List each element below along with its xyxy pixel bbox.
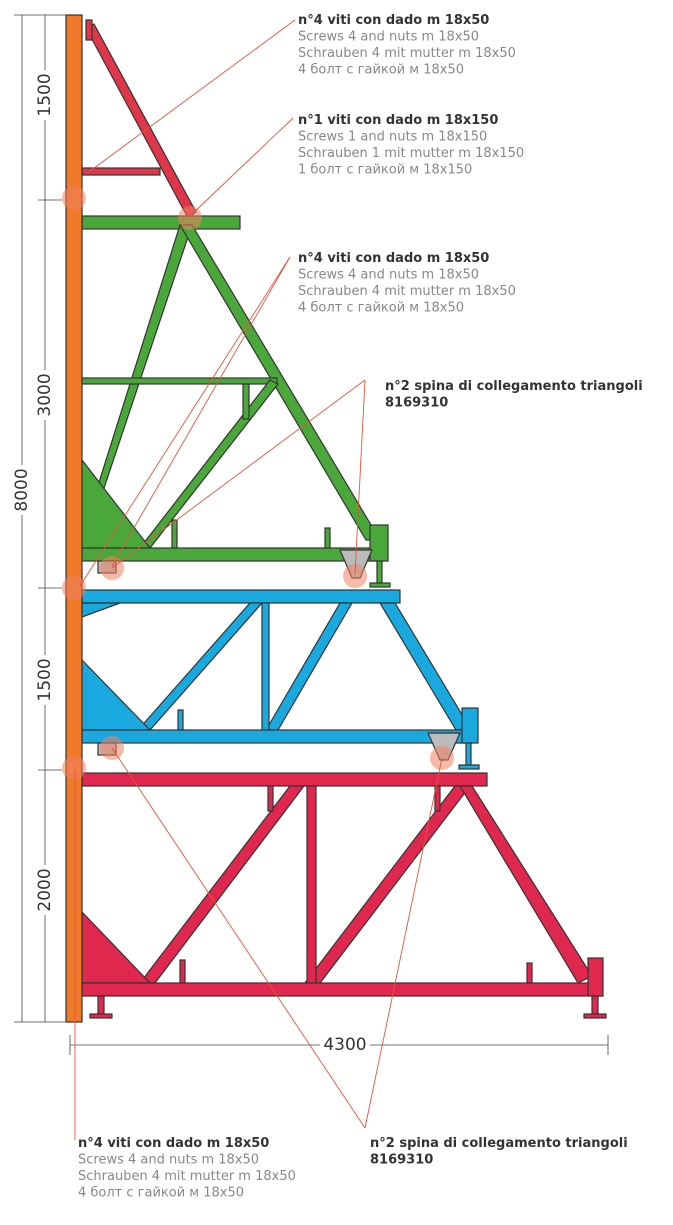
callout-line: 8169310 [370, 1153, 433, 1168]
callout-title: n°4 viti con dado m 18x50 [78, 1136, 269, 1151]
callout-title: n°2 spina di collegamento triangoli [370, 1136, 628, 1151]
callout-title: n°4 viti con dado m 18x50 [298, 251, 489, 266]
callout-line: Screws 4 and nuts m 18x50 [298, 30, 479, 45]
dimension-labels: 1500 3000 1500 2000 8000 4300 [11, 70, 370, 1056]
green-triangle [81, 215, 389, 562]
callout-line: 1 болт с гайкой м 18x150 [298, 163, 472, 178]
green-feet [369, 560, 391, 588]
callout-line: Schrauben 4 mit mutter m 18x50 [78, 1169, 296, 1184]
callout-lines [74, 19, 443, 1140]
callout-line: 8169310 [385, 396, 448, 411]
callout-line: Schrauben 1 mit mutter m 18x150 [298, 146, 524, 161]
top-brace [81, 19, 197, 219]
blue-feet [458, 742, 480, 770]
blue-triangle [81, 589, 479, 744]
callout-line: Schrauben 4 mit mutter m 18x50 [298, 46, 516, 61]
callout-title: n°1 viti con dado m 18x150 [298, 113, 498, 128]
callouts: n°4 viti con dado m 18x50 Screws 4 and nu… [78, 13, 643, 1201]
mast [65, 14, 83, 1023]
dimension-label: 3000 [35, 373, 55, 416]
dimension-label: 1500 [35, 73, 55, 116]
dimension-lines [14, 14, 609, 1055]
callout-line: 4 болт с гайкой м 18x50 [78, 1186, 244, 1201]
callout-line: 4 болт с гайкой м 18x50 [298, 63, 464, 78]
dimension-width: 4300 [323, 1035, 366, 1055]
callout-line: Screws 1 and nuts m 18x150 [298, 130, 487, 145]
callout-title: n°2 spina di collegamento triangoli [385, 379, 643, 394]
callout-line: 4 болт с гайкой м 18x50 [298, 301, 464, 316]
highlights [62, 186, 454, 780]
feet [89, 995, 607, 1019]
callout-title: n°4 viti con dado m 18x50 [298, 13, 489, 28]
callout-line: Screws 4 and nuts m 18x50 [78, 1153, 259, 1168]
dimension-label: 2000 [35, 868, 55, 911]
red-triangle [81, 772, 604, 997]
dimension-label: 1500 [35, 658, 55, 701]
callout-line: Schrauben 4 mit mutter m 18x50 [298, 284, 516, 299]
dimension-total: 8000 [12, 468, 32, 511]
callout-line: Screws 4 and nuts m 18x50 [298, 268, 479, 283]
